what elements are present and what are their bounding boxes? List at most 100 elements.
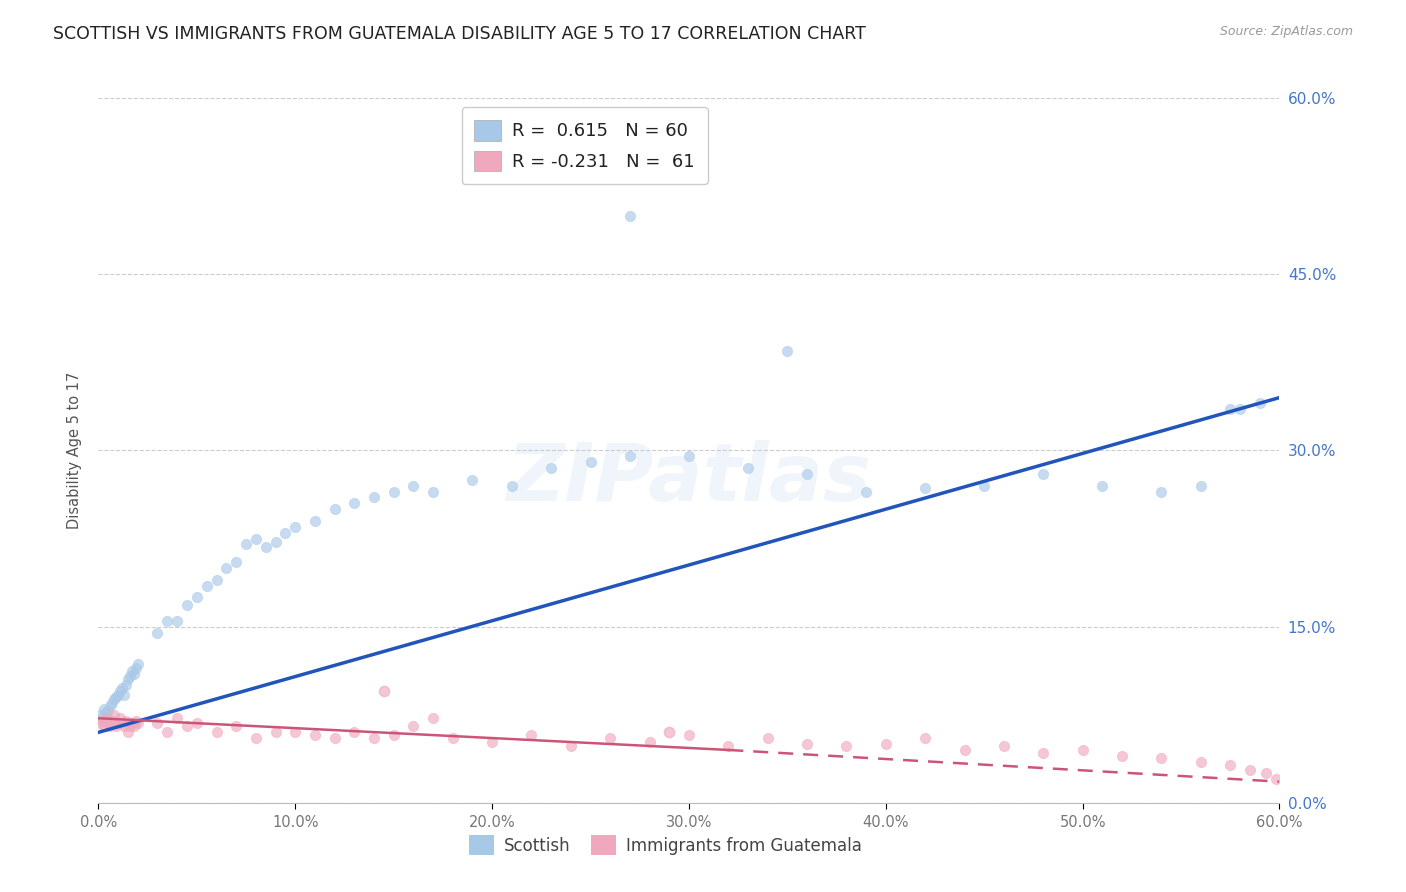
Point: [501, 478, 523, 492]
Point: [91, 714, 114, 728]
Point: [579, 455, 602, 469]
Point: [1032, 467, 1054, 481]
Point: [112, 688, 135, 702]
Point: [118, 719, 141, 733]
Point: [264, 725, 287, 739]
Point: [215, 561, 238, 575]
Point: [103, 707, 125, 722]
Point: [382, 728, 405, 742]
Point: [118, 669, 141, 683]
Point: [103, 692, 125, 706]
Point: [117, 725, 139, 739]
Point: [166, 614, 188, 628]
Point: [97, 704, 120, 718]
Point: [284, 725, 307, 739]
Point: [96, 706, 118, 720]
Point: [343, 725, 366, 739]
Point: [678, 728, 700, 742]
Point: [225, 719, 247, 733]
Point: [402, 478, 425, 492]
Point: [619, 450, 641, 464]
Point: [796, 467, 818, 481]
Point: [363, 491, 385, 505]
Point: [323, 502, 346, 516]
Point: [1219, 402, 1241, 417]
Point: [422, 484, 444, 499]
Point: [127, 657, 149, 672]
Point: [540, 461, 562, 475]
Text: SCOTTISH VS IMMIGRANTS FROM GUATEMALA DISABILITY AGE 5 TO 17 CORRELATION CHART: SCOTTISH VS IMMIGRANTS FROM GUATEMALA DI…: [53, 25, 866, 43]
Point: [105, 690, 128, 705]
Point: [1249, 396, 1271, 410]
Point: [274, 525, 297, 540]
Point: [186, 715, 208, 730]
Point: [125, 714, 148, 728]
Point: [560, 739, 582, 754]
Point: [254, 540, 277, 554]
Point: [658, 725, 681, 739]
Point: [776, 343, 799, 358]
Point: [1032, 747, 1054, 761]
Point: [245, 731, 267, 746]
Point: [520, 728, 543, 742]
Point: [914, 481, 936, 495]
Point: [993, 739, 1015, 754]
Point: [205, 573, 228, 587]
Point: [101, 714, 124, 728]
Point: [127, 715, 149, 730]
Point: [117, 673, 139, 687]
Point: [678, 450, 700, 464]
Point: [1264, 772, 1286, 787]
Point: [89, 715, 111, 730]
Point: [363, 731, 385, 746]
Point: [122, 666, 145, 681]
Point: [304, 728, 326, 742]
Point: [796, 737, 818, 751]
Point: [441, 731, 464, 746]
Point: [98, 719, 121, 733]
Point: [121, 715, 143, 730]
Point: [1150, 751, 1173, 765]
Point: [1219, 758, 1241, 772]
Point: [245, 532, 267, 546]
Point: [1189, 478, 1212, 492]
Point: [176, 599, 198, 613]
Point: [89, 707, 111, 722]
Point: [146, 715, 169, 730]
Point: [1229, 402, 1251, 417]
Point: [855, 484, 877, 499]
Point: [953, 743, 976, 757]
Point: [1071, 743, 1094, 757]
Point: [115, 678, 138, 692]
Point: [107, 688, 129, 702]
Point: [176, 719, 198, 733]
Point: [156, 614, 179, 628]
Point: [121, 665, 143, 679]
Point: [638, 735, 661, 749]
Point: [304, 514, 326, 528]
Point: [225, 555, 247, 569]
Point: [756, 731, 779, 746]
Point: [112, 719, 135, 733]
Point: [105, 719, 128, 733]
Text: ZIPatlas: ZIPatlas: [506, 440, 872, 517]
Point: [835, 739, 858, 754]
Point: [235, 537, 257, 551]
Point: [107, 715, 129, 730]
Point: [108, 684, 131, 698]
Point: [91, 711, 114, 725]
Point: [599, 731, 621, 746]
Legend: Scottish, Immigrants from Guatemala: Scottish, Immigrants from Guatemala: [463, 829, 869, 862]
Point: [382, 484, 405, 499]
Point: [737, 461, 759, 475]
Point: [1150, 484, 1173, 499]
Y-axis label: Disability Age 5 to 17: Disability Age 5 to 17: [67, 372, 83, 529]
Point: [402, 719, 425, 733]
Point: [422, 711, 444, 725]
Point: [1189, 755, 1212, 769]
Text: Source: ZipAtlas.com: Source: ZipAtlas.com: [1219, 25, 1353, 38]
Point: [111, 715, 134, 730]
Point: [205, 725, 228, 739]
Point: [97, 715, 120, 730]
Point: [461, 473, 484, 487]
